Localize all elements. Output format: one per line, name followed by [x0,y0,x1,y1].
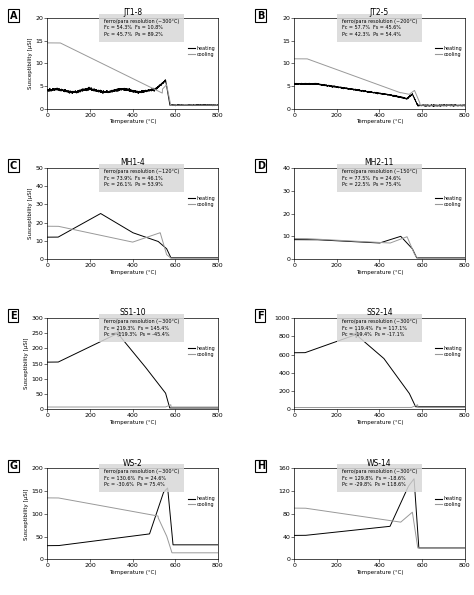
Title: SS2-14: SS2-14 [366,308,392,317]
Title: MH1-4: MH1-4 [120,158,145,167]
Text: +: + [112,327,123,340]
Y-axis label: Susceptibility [μSI]: Susceptibility [μSI] [24,338,29,389]
Text: ferro/para resolution (~150°C)
Fc = 77.5%  Fs = 24.6%
Pc = 22.5%  Ps = 75.4%: ferro/para resolution (~150°C) Fc = 77.5… [342,169,417,187]
X-axis label: Temperature (°C): Temperature (°C) [356,419,403,425]
X-axis label: Temperature (°C): Temperature (°C) [356,270,403,274]
Title: JT2-5: JT2-5 [370,8,389,17]
Legend: heating, cooling: heating, cooling [433,344,464,359]
Y-axis label: Susceptibility [μSI]: Susceptibility [μSI] [28,188,33,239]
Text: D: D [257,161,265,171]
Legend: heating, cooling: heating, cooling [186,344,217,359]
X-axis label: Temperature (°C): Temperature (°C) [356,570,403,575]
Title: WS-14: WS-14 [367,459,392,468]
Text: C: C [10,161,17,171]
X-axis label: Temperature (°C): Temperature (°C) [109,419,156,425]
Legend: heating, cooling: heating, cooling [186,494,217,509]
X-axis label: Temperature (°C): Temperature (°C) [109,270,156,274]
Text: B: B [257,11,264,21]
Text: ferro/para resolution (~120°C)
Fc = 73.9%  Fs = 46.1%
Pc = 26.1%  Ps = 53.9%: ferro/para resolution (~120°C) Fc = 73.9… [104,169,179,187]
Legend: heating, cooling: heating, cooling [186,194,217,209]
Legend: heating, cooling: heating, cooling [433,494,464,509]
X-axis label: Temperature (°C): Temperature (°C) [109,120,156,124]
Text: ferro/para resolution (~300°C)
Fc = 130.6%  Fs = 24.6%
Pc = -30.6%  Ps = 75.4%: ferro/para resolution (~300°C) Fc = 130.… [104,469,179,487]
Text: +: + [351,328,361,341]
Legend: heating, cooling: heating, cooling [433,44,464,59]
Title: SS1-10: SS1-10 [119,308,146,317]
Text: G: G [10,461,18,471]
Legend: heating, cooling: heating, cooling [433,194,464,209]
Text: ferro/para resolution (~200°C)
Fc = 57.7%  Fs = 45.6%
Pc = 42.3%  Ps = 54.4%: ferro/para resolution (~200°C) Fc = 57.7… [342,19,417,37]
Text: E: E [10,311,17,321]
Text: ferro/para resolution (~300°C)
Fc = 129.8%  Fs = -18.6%
Pc = -29.8%  Ps = 118.6%: ferro/para resolution (~300°C) Fc = 129.… [342,469,417,487]
Text: F: F [257,311,264,321]
X-axis label: Temperature (°C): Temperature (°C) [109,570,156,575]
Text: ferro/para resolution (~300°C)
Fc = 54.3%  Fs = 10.8%
Pc = 45.7%  Ps = 89.2%: ferro/para resolution (~300°C) Fc = 54.3… [104,19,179,37]
Title: JT1-8: JT1-8 [123,8,142,17]
Legend: heating, cooling: heating, cooling [186,44,217,59]
Text: A: A [10,11,18,21]
Y-axis label: Susceptibility [μSI]: Susceptibility [μSI] [28,37,33,89]
Title: WS-2: WS-2 [123,459,142,468]
Y-axis label: Susceptibility [μSI]: Susceptibility [μSI] [24,488,29,540]
Text: ferro/para resolution (~300°C)
Fc = 219.3%  Fs = 145.4%
Pc = -119.3%  Ps = -45.4: ferro/para resolution (~300°C) Fc = 219.… [104,319,179,337]
Text: ferro/para resolution (~300°C)
Fc = 119.4%  Fs = 117.1%
Pc = -19.4%  Ps = -17.1%: ferro/para resolution (~300°C) Fc = 119.… [342,319,417,337]
Text: H: H [257,461,265,471]
Title: MH2-11: MH2-11 [365,158,394,167]
X-axis label: Temperature (°C): Temperature (°C) [356,120,403,124]
